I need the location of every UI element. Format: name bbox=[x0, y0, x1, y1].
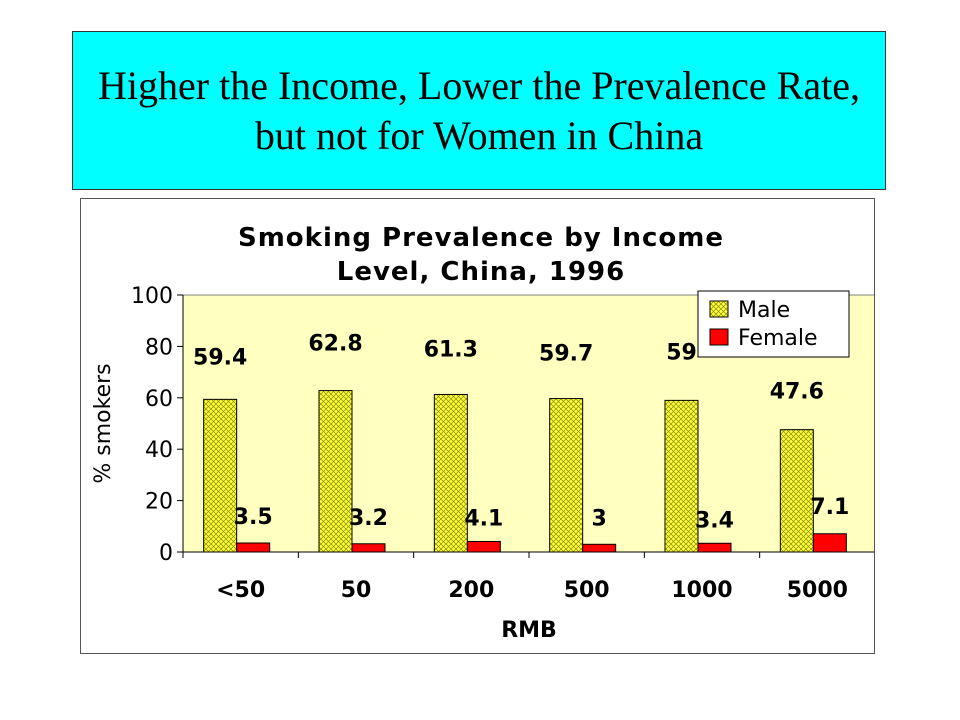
x-tick-label: 5000 bbox=[787, 578, 848, 603]
bar-male bbox=[549, 398, 584, 553]
chart-title-line: Smoking Prevalence by Income bbox=[238, 223, 724, 253]
bar-male bbox=[318, 390, 353, 553]
chart: Smoking Prevalence by Income Level, China… bbox=[91, 223, 874, 643]
bar-female bbox=[582, 543, 617, 553]
chart-title-line: Level, China, 1996 bbox=[337, 257, 625, 287]
bar-male bbox=[664, 399, 699, 553]
x-tick-label: 200 bbox=[448, 578, 494, 603]
y-tick-label: 40 bbox=[145, 438, 173, 463]
legend-swatch-female bbox=[709, 328, 729, 346]
x-axis-label: RMB bbox=[501, 618, 557, 643]
bar-male bbox=[433, 393, 468, 553]
bar-female bbox=[351, 543, 386, 553]
x-tick-label: <50 bbox=[216, 578, 265, 603]
x-tick-label: 500 bbox=[564, 578, 610, 603]
bar-male bbox=[779, 429, 814, 553]
data-label-female: 3 bbox=[592, 506, 607, 531]
bar-female bbox=[236, 542, 271, 553]
y-tick-label: 0 bbox=[159, 541, 173, 566]
legend-swatch-male bbox=[709, 300, 729, 318]
data-label-male: 59.7 bbox=[539, 342, 593, 367]
data-label-male: 47.6 bbox=[770, 380, 824, 405]
data-label-female: 7.1 bbox=[810, 495, 849, 520]
data-label-male: 62.8 bbox=[308, 332, 362, 357]
data-label-female: 3.4 bbox=[695, 508, 734, 533]
bar-female bbox=[697, 542, 732, 553]
x-tick-label: 1000 bbox=[671, 578, 732, 603]
legend-label-female: Female bbox=[738, 326, 818, 351]
data-label-male: 61.3 bbox=[424, 337, 478, 362]
bar-female bbox=[466, 540, 501, 553]
y-tick-label: 100 bbox=[131, 284, 173, 309]
data-label-male: 59 bbox=[666, 340, 697, 365]
bar-female bbox=[812, 533, 847, 553]
legend-label-male: Male bbox=[738, 298, 790, 323]
data-label-male: 59.4 bbox=[193, 345, 247, 370]
bar-male bbox=[203, 398, 238, 553]
data-label-female: 3.2 bbox=[349, 506, 388, 531]
data-label-female: 4.1 bbox=[464, 506, 503, 531]
chart-frame: Smoking Prevalence by Income Level, China… bbox=[80, 198, 875, 654]
data-label-female: 3.5 bbox=[234, 505, 273, 530]
y-tick-label: 60 bbox=[145, 387, 173, 412]
y-tick-label: 20 bbox=[145, 490, 173, 515]
y-axis-label: % smokers bbox=[91, 363, 116, 483]
y-tick-label: 80 bbox=[145, 335, 173, 360]
x-tick-label: 50 bbox=[341, 578, 372, 603]
slide-title: Higher the Income, Lower the Prevalence … bbox=[72, 31, 886, 190]
